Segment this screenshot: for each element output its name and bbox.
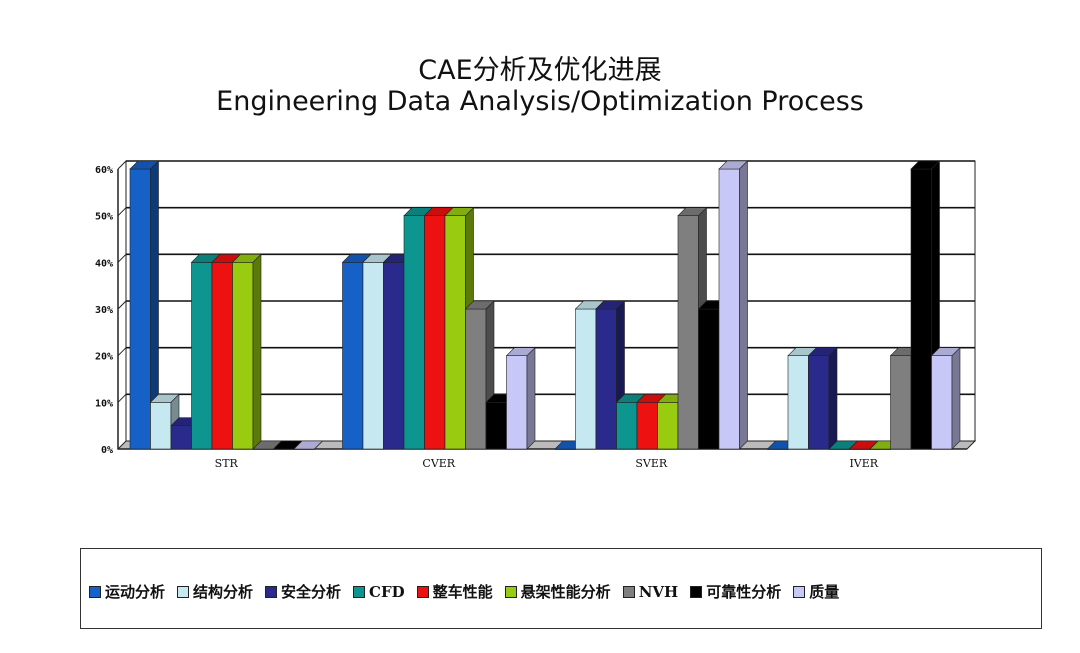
bar bbox=[424, 215, 446, 450]
legend-item: 质量 bbox=[793, 581, 839, 602]
bar bbox=[657, 402, 679, 450]
legend-item: CFD bbox=[353, 583, 405, 601]
chart-subtitle: Engineering Data Analysis/Optimization P… bbox=[216, 86, 864, 117]
bar-side bbox=[526, 346, 536, 450]
x-tick-label: CVER bbox=[422, 457, 455, 470]
y-tick-label: 0% bbox=[101, 445, 113, 456]
bar bbox=[595, 308, 617, 450]
gridline-side bbox=[117, 207, 127, 217]
bar bbox=[787, 355, 809, 450]
bar bbox=[150, 402, 172, 450]
x-tick-label: STR bbox=[215, 457, 239, 470]
legend-label: NVH bbox=[638, 582, 679, 601]
legend-item: 可靠性分析 bbox=[690, 581, 781, 602]
bar-side bbox=[314, 440, 323, 450]
bar bbox=[362, 262, 384, 450]
legend-label: 结构分析 bbox=[193, 583, 254, 601]
legend-label: 悬架性能分析 bbox=[520, 583, 611, 601]
x-tick-label: SVER bbox=[635, 457, 668, 470]
bar bbox=[808, 355, 830, 450]
bar bbox=[129, 168, 151, 450]
legend-swatch bbox=[793, 585, 806, 598]
legend-swatch bbox=[265, 585, 278, 598]
x-tick-label: IVER bbox=[849, 457, 878, 470]
legend-swatch bbox=[353, 585, 366, 598]
legend-label: 可靠性分析 bbox=[706, 583, 782, 601]
gridline-side bbox=[117, 300, 127, 310]
bar bbox=[403, 215, 425, 450]
bar bbox=[931, 355, 953, 450]
y-tick-label: 50% bbox=[95, 212, 113, 223]
legend-item: NVH bbox=[622, 582, 679, 601]
bar-side bbox=[252, 253, 262, 450]
bar bbox=[170, 425, 192, 450]
bar bbox=[575, 308, 597, 450]
bar bbox=[232, 262, 254, 450]
legend-swatch bbox=[177, 585, 190, 598]
bar bbox=[616, 402, 638, 450]
gridline-side bbox=[117, 347, 127, 357]
bar bbox=[211, 262, 233, 450]
legend-label: 质量 bbox=[809, 583, 840, 601]
chart-title: CAE分析及优化进展 bbox=[418, 55, 662, 86]
bar bbox=[191, 262, 213, 450]
gridline-side bbox=[117, 393, 127, 403]
legend-swatch bbox=[416, 585, 429, 598]
gridline-side bbox=[117, 253, 127, 263]
bar bbox=[383, 262, 405, 450]
legend-item: 结构分析 bbox=[177, 581, 253, 602]
bar bbox=[465, 308, 487, 450]
legend-item: 运动分析 bbox=[89, 581, 165, 602]
legend-swatch bbox=[622, 585, 635, 598]
legend-item: 悬架性能分析 bbox=[504, 581, 611, 602]
bar bbox=[485, 402, 507, 450]
bar-chart: 0% 10% 20% 30% 40% 50% 60% STR CVER SVER IVER bbox=[95, 160, 977, 470]
y-tick-label: 30% bbox=[95, 305, 113, 316]
bar bbox=[444, 215, 466, 450]
chart-legend: 运动分析 结构分析 安全分析 CFD 整车性能 悬架性能分析 NVH 可靠性分析 质量 bbox=[80, 548, 1042, 629]
bar bbox=[910, 168, 932, 450]
legend-label: 安全分析 bbox=[281, 583, 342, 601]
bar bbox=[677, 215, 699, 450]
bar bbox=[342, 262, 364, 450]
legend-item: 安全分析 bbox=[265, 581, 341, 602]
bar bbox=[636, 402, 658, 450]
bar-side bbox=[828, 346, 838, 450]
y-tick-label: 10% bbox=[95, 398, 113, 409]
bar-side bbox=[739, 160, 748, 450]
y-tick-label: 60% bbox=[95, 165, 113, 176]
legend-swatch bbox=[690, 585, 703, 598]
gridline-side bbox=[117, 160, 127, 170]
bar bbox=[890, 355, 912, 450]
bar-side bbox=[951, 346, 961, 450]
legend-label: CFD bbox=[369, 582, 405, 601]
legend-item: 整车性能 bbox=[416, 581, 493, 602]
y-tick-label: 40% bbox=[95, 258, 113, 269]
legend-swatch bbox=[89, 585, 101, 598]
bar bbox=[506, 355, 528, 450]
legend-label: 整车性能 bbox=[432, 583, 493, 601]
legend-label: 运动分析 bbox=[105, 583, 166, 601]
bar bbox=[698, 308, 720, 450]
bar bbox=[718, 168, 740, 450]
y-tick-label: 20% bbox=[95, 352, 113, 363]
legend-swatch bbox=[504, 585, 517, 598]
